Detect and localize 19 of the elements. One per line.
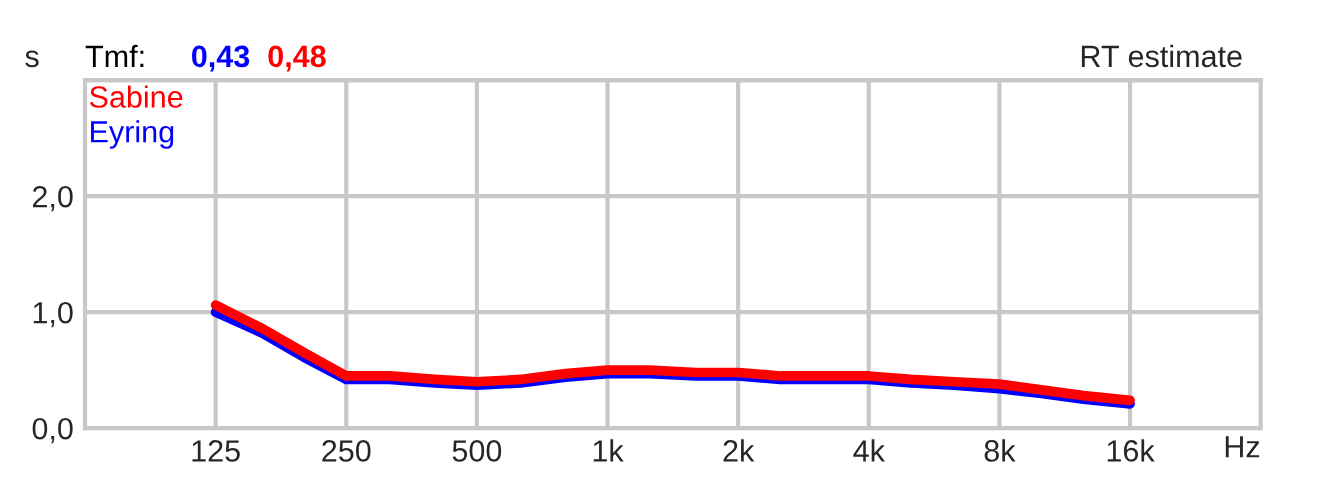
x-tick-label: 4k [853, 439, 885, 462]
text: 0,43 [192, 45, 250, 72]
text: Eyring [91, 120, 174, 149]
y-tick-label: 1,0 [33, 301, 73, 328]
x-tick-label: 500 [452, 440, 502, 462]
x-axis-title: Hz [1225, 436, 1260, 458]
text: Sabine [89, 85, 183, 108]
x-tick-label: 250 [322, 440, 371, 462]
chart-title: RT estimate [1081, 44, 1242, 68]
x-tick-label: 2k [723, 439, 755, 462]
y-tick-label: 2,0 [32, 185, 73, 212]
x-tick-label: 1k [593, 439, 624, 462]
x-tick-label: 125 [192, 440, 240, 462]
y-tick-label: 0,0 [32, 417, 73, 444]
y-axis-title: s [25, 50, 39, 68]
text: Tmf: [85, 44, 144, 67]
text: 0,48 [268, 45, 326, 72]
x-tick-label: 8k [984, 439, 1016, 462]
x-tick-label: 16k [1107, 439, 1155, 462]
